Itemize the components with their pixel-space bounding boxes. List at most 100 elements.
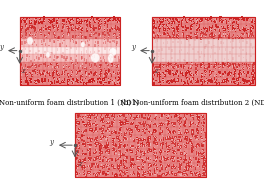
Bar xyxy=(133,145,134,147)
Bar xyxy=(171,16,175,24)
Bar xyxy=(26,18,27,20)
Bar xyxy=(222,16,227,24)
Bar xyxy=(52,62,56,70)
Bar xyxy=(135,163,136,164)
Bar xyxy=(107,139,109,141)
Bar xyxy=(156,156,157,157)
Bar xyxy=(241,16,246,24)
Bar xyxy=(116,21,117,22)
Bar xyxy=(55,28,56,29)
Bar xyxy=(99,149,105,156)
Bar xyxy=(167,147,168,148)
Bar xyxy=(114,73,116,74)
Bar xyxy=(246,77,250,85)
Bar xyxy=(171,163,177,170)
Bar xyxy=(148,129,149,130)
Bar xyxy=(165,137,168,140)
Bar xyxy=(185,62,190,70)
Bar xyxy=(218,39,222,47)
Bar xyxy=(177,134,182,142)
Bar xyxy=(180,124,181,125)
Bar xyxy=(100,160,101,161)
Bar xyxy=(180,119,181,120)
Bar xyxy=(174,80,175,82)
Bar xyxy=(106,146,107,149)
Bar xyxy=(79,21,81,23)
Bar xyxy=(111,24,116,32)
Bar xyxy=(232,47,234,49)
Bar xyxy=(97,77,102,85)
Bar xyxy=(73,18,74,21)
Bar xyxy=(165,163,171,170)
Bar xyxy=(87,116,88,117)
Bar xyxy=(160,139,162,141)
Bar xyxy=(223,66,224,67)
Bar xyxy=(84,24,88,32)
Bar xyxy=(195,135,196,138)
Bar xyxy=(119,156,120,157)
Bar xyxy=(130,115,131,116)
Bar xyxy=(169,80,171,82)
Bar xyxy=(26,54,28,57)
Bar xyxy=(93,70,97,77)
Bar xyxy=(206,30,207,32)
Bar xyxy=(250,77,255,85)
Bar xyxy=(54,67,55,68)
Bar xyxy=(89,74,90,78)
Bar xyxy=(147,151,149,153)
Bar xyxy=(123,146,124,148)
Bar xyxy=(81,113,87,120)
Bar xyxy=(181,79,182,82)
Bar xyxy=(111,77,116,85)
Bar xyxy=(87,163,93,170)
Bar xyxy=(153,134,159,142)
Bar xyxy=(131,174,133,175)
Bar xyxy=(37,73,38,74)
Bar xyxy=(90,26,92,28)
Bar xyxy=(150,165,152,167)
Bar xyxy=(230,30,231,31)
Bar xyxy=(190,67,192,69)
Bar xyxy=(82,121,84,123)
Bar xyxy=(93,163,94,165)
Bar xyxy=(131,150,133,152)
Bar xyxy=(87,21,88,23)
Bar xyxy=(118,20,120,22)
Bar xyxy=(243,57,244,58)
Bar xyxy=(27,82,28,84)
Bar xyxy=(153,156,159,163)
Bar xyxy=(160,26,161,27)
Bar xyxy=(177,113,182,120)
Bar xyxy=(204,158,205,159)
Bar xyxy=(210,16,212,19)
Bar xyxy=(112,138,114,141)
Bar xyxy=(103,172,104,173)
Bar xyxy=(41,79,42,81)
Bar xyxy=(194,32,199,39)
Bar xyxy=(111,164,113,167)
Bar xyxy=(237,25,238,26)
Bar xyxy=(192,132,193,134)
Bar xyxy=(173,131,176,134)
Bar xyxy=(243,37,244,39)
Bar xyxy=(39,70,40,74)
Bar xyxy=(107,32,111,39)
Bar xyxy=(95,163,96,165)
Bar xyxy=(213,77,218,85)
Bar xyxy=(100,81,102,84)
Bar xyxy=(190,54,194,62)
Bar xyxy=(249,77,250,79)
Bar xyxy=(65,16,70,24)
Bar xyxy=(185,65,186,66)
Bar xyxy=(119,32,120,35)
Bar xyxy=(95,37,97,39)
Bar xyxy=(47,24,52,32)
Bar xyxy=(246,39,250,47)
Bar xyxy=(187,142,188,143)
Bar xyxy=(132,158,134,161)
Bar xyxy=(88,24,93,32)
Bar xyxy=(86,24,88,27)
Bar xyxy=(163,66,164,67)
Bar xyxy=(93,173,95,175)
Bar xyxy=(91,28,92,29)
